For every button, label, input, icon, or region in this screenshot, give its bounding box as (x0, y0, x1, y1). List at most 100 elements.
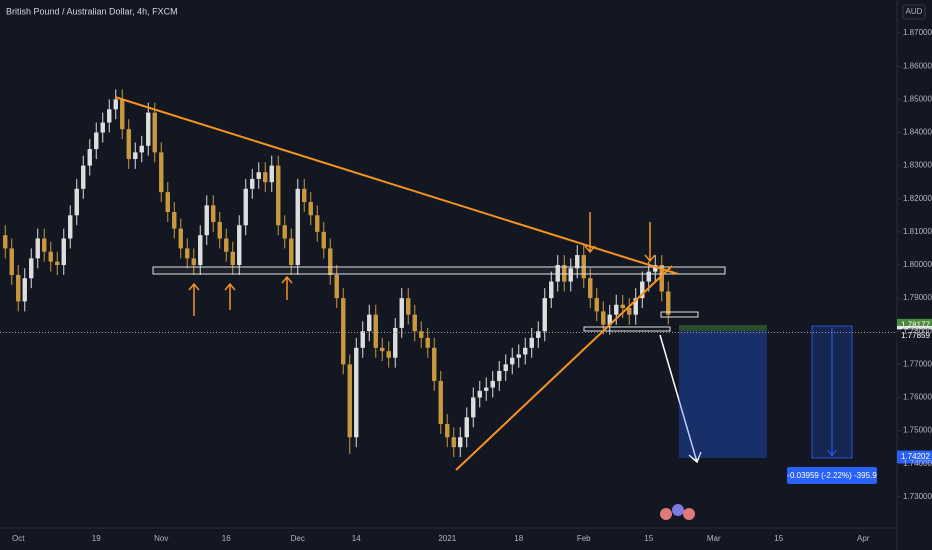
retest-box (660, 311, 699, 318)
candle-body (243, 188, 248, 226)
candles (3, 89, 671, 458)
candle-body (419, 331, 424, 338)
x-tick-label: Nov (154, 534, 168, 543)
candle-body (152, 112, 157, 153)
x-tick-label: 16 (222, 534, 231, 543)
candle-body (438, 380, 443, 424)
y-tick-label: 1.83000 (903, 161, 932, 170)
trendline (455, 265, 673, 471)
event-icon[interactable] (683, 508, 695, 520)
measure-arrow (827, 328, 837, 457)
y-tick-label: 1.85000 (903, 94, 932, 103)
candle-body (471, 397, 476, 418)
candle-body (256, 172, 261, 179)
x-tick-label: Feb (577, 534, 591, 543)
candle-body (588, 278, 593, 299)
candle-body (542, 298, 547, 332)
candle-body (198, 235, 203, 265)
candle-body (607, 314, 612, 325)
y-tick-label: 1.86000 (903, 61, 932, 70)
y-tick-label: 1.81000 (903, 227, 932, 236)
price-label-box (897, 329, 932, 343)
candle-body (503, 364, 508, 371)
candle-body (627, 308, 632, 315)
candle-body (217, 221, 222, 239)
candle-body (510, 357, 515, 365)
candle-body (22, 278, 27, 302)
event-icon[interactable] (672, 504, 684, 516)
candle-body (464, 417, 469, 438)
x-tick-label: 18 (514, 534, 523, 543)
candle-body (269, 165, 274, 183)
candle-body (549, 281, 554, 299)
candle-body (302, 188, 307, 203)
y-tick-label: 1.75000 (903, 426, 932, 435)
candle-body (640, 281, 645, 299)
currency-box (902, 4, 926, 20)
candle-body (529, 337, 534, 348)
candle-body (536, 331, 541, 338)
candle-body (263, 172, 268, 183)
x-tick-label: Apr (857, 534, 870, 543)
candle-body (360, 331, 365, 348)
y-tick-label: 1.84000 (903, 128, 932, 137)
candle-body (523, 347, 528, 355)
y-tick-label: 1.73000 (903, 492, 932, 501)
candle-body (250, 178, 255, 189)
trendline (114, 96, 679, 275)
x-tick-label: Oct (12, 534, 25, 543)
candle-body (230, 251, 235, 265)
chart-title: British Pound / Australian Dollar, 4h, F… (6, 6, 178, 16)
candle-body (29, 258, 34, 279)
support-zone (152, 266, 726, 275)
candle-body (445, 423, 450, 438)
candle-body (341, 298, 346, 365)
candle-body (315, 215, 320, 232)
candle-body (497, 370, 502, 381)
candle-body (3, 235, 8, 249)
candle-body (9, 248, 14, 275)
candle-body (412, 314, 417, 332)
support-box (583, 326, 671, 332)
candle-body (484, 387, 489, 391)
candle-body (178, 228, 183, 249)
candle-body (48, 251, 53, 262)
candle-body (516, 354, 521, 358)
candle-body (120, 99, 125, 130)
candle-body (289, 238, 294, 265)
candle-body (367, 314, 372, 332)
measure-label: -0.03959 (-2.22%) -395.9 (787, 471, 877, 480)
candle-body (139, 145, 144, 153)
candle-body (68, 215, 73, 239)
target-zone-top (679, 325, 767, 331)
candle-body (94, 132, 99, 150)
candle-body (35, 238, 40, 259)
x-tick-label: Dec (291, 534, 305, 543)
candle-body (490, 380, 495, 388)
event-icon[interactable] (660, 508, 672, 520)
candle-body (653, 264, 658, 272)
price-label: 1.74202 (901, 452, 930, 461)
candle-body (328, 248, 333, 275)
measure-label-box (787, 467, 877, 484)
candle-body (562, 264, 567, 282)
candle-body (399, 298, 404, 328)
candle-body (42, 238, 47, 252)
candle-body (659, 264, 664, 292)
candle-body (295, 188, 300, 265)
candle-body (646, 271, 651, 282)
candle-body (458, 437, 463, 448)
x-tick-label: 15 (774, 534, 783, 543)
candle-body (204, 205, 209, 236)
y-tick-label: 1.78000 (903, 326, 932, 335)
candle-body (237, 225, 242, 265)
candle-body (282, 225, 287, 239)
y-tick-label: 1.79000 (903, 293, 932, 302)
candle-body (159, 152, 164, 193)
candle-body (113, 99, 118, 110)
candle-body (133, 152, 138, 159)
candle-body (347, 364, 352, 438)
candle-body (334, 274, 339, 299)
candle-body (425, 337, 430, 348)
candle-body (74, 188, 79, 216)
